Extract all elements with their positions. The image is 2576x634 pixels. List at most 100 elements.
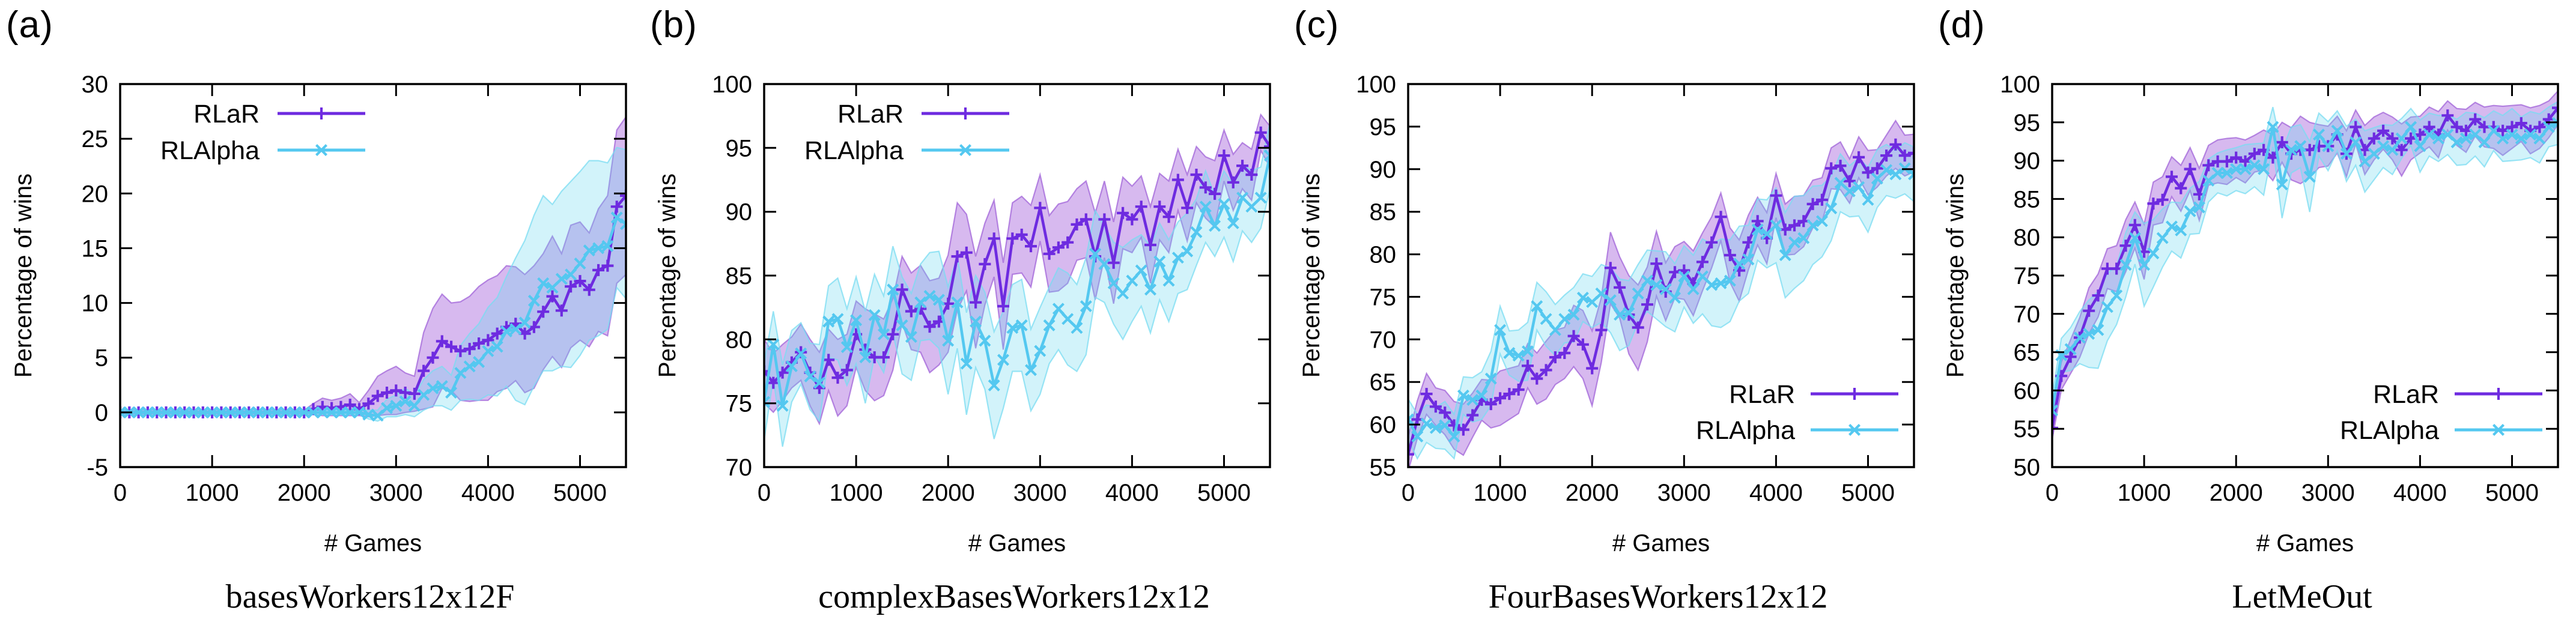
chart-d: 0 1000 2000 3000 4000 5000 50 55 60 65 70 75 80 85 90 9… [1942, 71, 2559, 557]
x-tick-label: 3000 [369, 480, 423, 506]
legend-marker-rlalpha [2492, 424, 2505, 436]
legend-marker-rlar [959, 107, 971, 119]
y-axis-title: Percentage of wins [654, 174, 681, 378]
y-tick-label: 85 [1370, 199, 1397, 226]
y-tick-label: 60 [2014, 378, 2041, 404]
y-tick-label: 75 [726, 391, 753, 417]
x-tick-label: 3000 [1013, 480, 1067, 506]
legend-label-rlalpha: RLAlpha [160, 136, 260, 165]
plot-border [1407, 83, 1915, 468]
y-tick-label: 0 [95, 400, 108, 426]
panel-d: (d) 0 1000 2000 3000 4000 5000 50 55 60 65 70 75 80 8… [1932, 0, 2576, 634]
caption-a: basesWorkers12x12F [225, 578, 515, 615]
legend-label-rlar: RLaR [193, 100, 260, 128]
legend-label-rlalpha: RLAlpha [1696, 416, 1795, 445]
x-tick-label: 5000 [553, 480, 607, 506]
x-tick-label: 2000 [278, 480, 331, 506]
caption-d: LetMeOut [2232, 578, 2372, 615]
x-tick-label: 0 [114, 480, 127, 506]
plot-background [2052, 84, 2558, 467]
x-tick-label: 5000 [1197, 480, 1251, 506]
legend-label-rlar: RLaR [1729, 380, 1795, 409]
y-tick-label: 50 [2014, 454, 2041, 481]
chart-b: 0 1000 2000 3000 4000 5000 70 75 80 85 90 95 100 Perc… [654, 71, 1271, 557]
x-tick-label: 1000 [1474, 480, 1527, 506]
y-tick-label: 55 [2014, 416, 2041, 442]
rlalpha-markers [764, 149, 1270, 412]
y-tick-label: 65 [1370, 369, 1397, 396]
x-tick-label: 1000 [186, 480, 239, 506]
legend-label-rlalpha: RLAlpha [2340, 416, 2439, 445]
rlar-confidence-band [2052, 89, 2558, 440]
panel-a: (a) 0 1000 2000 3000 4000 5000 -5 0 5 10 15 20 25 30 P… [0, 0, 644, 634]
rlalpha-confidence-band [764, 122, 1270, 447]
x-tick-label: 0 [758, 480, 771, 506]
y-tick-label: 10 [82, 291, 109, 317]
panel-label-b: (b) [650, 4, 697, 46]
x-tick-label: 4000 [1749, 480, 1803, 506]
y-tick-label: 75 [2014, 263, 2041, 289]
chart-c: 0 1000 2000 3000 4000 5000 55 60 65 70 75 80 85 90 95 1… [1298, 71, 1915, 557]
panel-label-c: (c) [1294, 4, 1340, 46]
y-tick-label: 80 [1370, 242, 1397, 268]
x-tick-label: 3000 [1657, 480, 1711, 506]
y-tick-label: 25 [82, 126, 109, 152]
panel-label-a: (a) [6, 4, 53, 46]
x-tick-label: 4000 [2393, 480, 2447, 506]
caption-c: FourBasesWorkers12x12 [1488, 578, 1828, 615]
rlalpha-markers [2052, 117, 2558, 417]
panel-label-d: (d) [1938, 4, 1985, 46]
x-axis-title: # Games [968, 530, 1066, 557]
y-tick-label: 100 [712, 71, 752, 98]
x-tick-label: 2000 [2210, 480, 2263, 506]
x-tick-label: 1000 [830, 480, 883, 506]
legend-marker-rlalpha [959, 144, 971, 156]
legend-marker-rlalpha [315, 144, 327, 156]
chart-a: 0 1000 2000 3000 4000 5000-5051015202530Perce… [10, 71, 627, 557]
y-tick-label: 75 [1370, 284, 1397, 310]
x-tick-label: 3000 [2301, 480, 2355, 506]
y-tick-label: 65 [2014, 340, 2041, 366]
y-tick-label: 100 [2000, 71, 2040, 98]
caption-b: complexBasesWorkers12x12 [818, 578, 1210, 615]
rlar-markers [764, 126, 1270, 394]
y-tick-label: 95 [2014, 110, 2041, 136]
legend-marker-rlalpha [1848, 424, 1861, 436]
y-tick-label: 90 [726, 199, 753, 226]
x-tick-label: 4000 [461, 480, 515, 506]
y-tick-label: 100 [1356, 71, 1396, 98]
x-tick-label: 2000 [922, 480, 975, 506]
x-tick-label: 5000 [1841, 480, 1895, 506]
y-tick-label: 90 [1370, 157, 1397, 183]
y-axis-title: Percentage of wins [1298, 174, 1325, 378]
y-axis-title: Percentage of wins [10, 174, 37, 378]
y-tick-label: 5 [95, 345, 108, 372]
plot-border [2051, 83, 2559, 468]
x-axis-title: # Games [324, 530, 422, 557]
y-axis-title: Percentage of wins [1942, 174, 1969, 378]
rlalpha-markers [1408, 162, 1914, 442]
y-tick-label: 70 [1370, 327, 1397, 353]
y-tick-label: 85 [2014, 186, 2041, 213]
x-tick-label: 0 [1402, 480, 1415, 506]
y-tick-label: -5 [87, 454, 108, 481]
legend-marker-rlar [1848, 388, 1861, 400]
x-tick-label: 0 [2046, 480, 2059, 506]
rlar-line [764, 131, 1270, 390]
y-tick-label: 70 [726, 454, 753, 481]
x-axis-title: # Games [1612, 530, 1710, 557]
rlar-markers [2052, 101, 2558, 434]
plot-border [763, 83, 1271, 468]
x-tick-label: 4000 [1105, 480, 1159, 506]
y-tick-label: 95 [1370, 114, 1397, 140]
legend-marker-rlar [2492, 388, 2505, 400]
y-tick-label: 15 [82, 235, 109, 262]
y-tick-label: 90 [2014, 148, 2041, 175]
plot-background [764, 84, 1270, 467]
legend-label-rlar: RLaR [837, 100, 904, 128]
y-tick-label: 30 [82, 71, 109, 98]
y-tick-label: 70 [2014, 301, 2041, 328]
panel-b: (b) 0 1000 2000 3000 4000 5000 70 75 80 85 90 95 100… [644, 0, 1288, 634]
x-tick-label: 1000 [2118, 480, 2171, 506]
